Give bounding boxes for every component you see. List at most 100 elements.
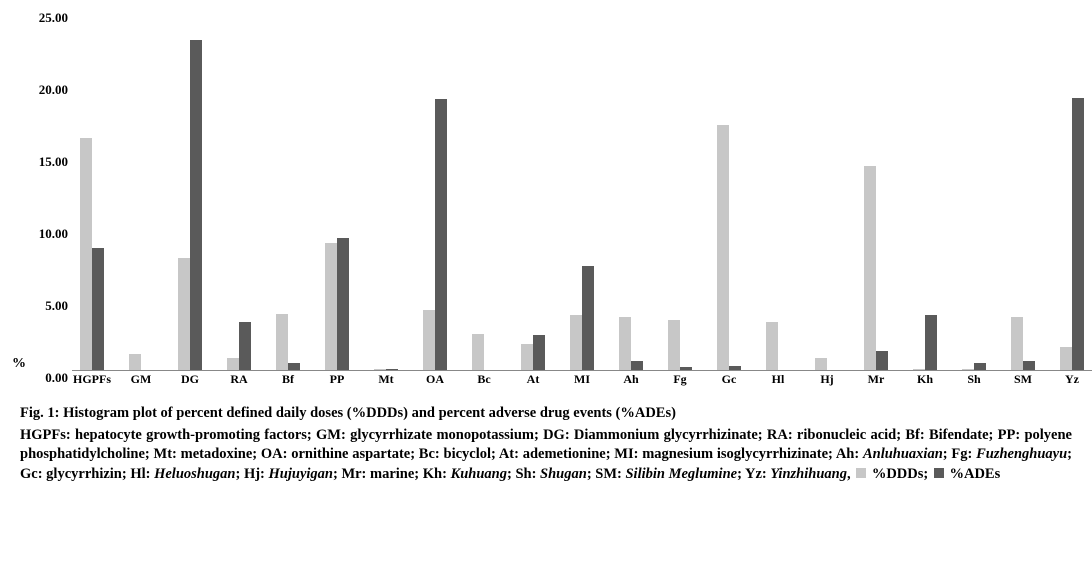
bar-ddd <box>570 315 582 370</box>
x-tick-label: MI <box>574 372 590 387</box>
bar-ade <box>631 361 643 370</box>
bar-group <box>227 322 251 370</box>
chart-area: 0.005.0010.0015.0020.0025.00 HGPFsGMDGRA… <box>72 10 1092 370</box>
y-tick-label: 15.00 <box>20 154 68 170</box>
bar-ddd <box>668 320 680 370</box>
bar-ddd <box>521 344 533 370</box>
x-tick-label: PP <box>330 372 345 387</box>
defs-sh: Shugan <box>540 466 587 482</box>
caption-title: Fig. 1: Histogram plot of percent define… <box>20 404 1072 424</box>
bar-group <box>815 358 839 370</box>
bar-group <box>570 266 594 370</box>
y-tick-label: 25.00 <box>20 10 68 26</box>
defs-fg-pre: ; Fg: <box>943 446 976 462</box>
bar-ddd <box>913 369 925 370</box>
x-tick-label: Sh <box>967 372 980 387</box>
x-tick-label: RA <box>230 372 247 387</box>
x-tick-label: Hj <box>820 372 833 387</box>
bar-ddd <box>1060 347 1072 370</box>
legend-label-ddd: %DDDs; <box>868 466 932 482</box>
bar-group <box>325 238 349 370</box>
defs-hl: Heluoshugan <box>154 466 235 482</box>
y-ticks: 0.005.0010.0015.0020.0025.00 <box>20 10 68 370</box>
x-tick-label: Kh <box>917 372 933 387</box>
bar-ddd <box>80 138 92 370</box>
bar-ade <box>190 40 202 370</box>
x-tick-label: GM <box>131 372 152 387</box>
defs-yz: Yinzhihuang <box>770 466 847 482</box>
bar-ddd <box>423 310 435 370</box>
bar-ddd <box>374 369 386 370</box>
defs-sm-pre: ; SM: <box>587 466 626 482</box>
plot <box>72 10 1092 371</box>
bar-group <box>766 322 790 370</box>
page: % 0.005.0010.0015.0020.0025.00 HGPFsGMDG… <box>0 0 1092 577</box>
bar-ddd <box>815 358 827 370</box>
y-tick-label: 10.00 <box>20 226 68 242</box>
bar-ade <box>729 366 741 370</box>
bar-ddd <box>766 322 778 370</box>
bar-group <box>913 315 937 370</box>
legend-swatch-ade <box>934 468 944 478</box>
defs-fg: Fuzhenghuayu <box>976 446 1067 462</box>
bar-ade <box>435 99 447 370</box>
bar-ddd <box>325 243 337 370</box>
x-tick-label: Fg <box>673 372 686 387</box>
bar-ade <box>239 322 251 370</box>
bar-ade <box>92 248 104 370</box>
bar-ddd <box>962 369 974 370</box>
x-tick-label: DG <box>181 372 199 387</box>
bar-group <box>1011 317 1035 370</box>
bar-ddd <box>619 317 631 370</box>
x-tick-label: Hl <box>772 372 785 387</box>
bar-ddd <box>1011 317 1023 370</box>
y-tick-label: 5.00 <box>20 298 68 314</box>
bar-ddd <box>178 258 190 370</box>
bar-ddd <box>129 354 141 370</box>
defs-ah: Anluhuaxian <box>863 446 943 462</box>
bar-group <box>178 40 202 370</box>
bar-ddd <box>472 334 484 370</box>
bar-ade <box>1072 98 1084 370</box>
x-tick-label: Bf <box>282 372 294 387</box>
bar-group <box>423 99 447 370</box>
legend-swatch-ddd <box>856 468 866 478</box>
defs-sm: Silibin Meglumine <box>625 466 737 482</box>
bar-group <box>1060 98 1084 370</box>
defs-sh-pre: ; Sh: <box>507 466 540 482</box>
bar-ddd <box>864 166 876 370</box>
bar-ade <box>1023 361 1035 370</box>
bar-ade <box>876 351 888 370</box>
bar-ddd <box>227 358 239 370</box>
bar-ddd <box>717 125 729 370</box>
figure-caption: Fig. 1: Histogram plot of percent define… <box>20 404 1072 484</box>
bar-ade <box>582 266 594 370</box>
defs-kh: Kuhuang <box>451 466 507 482</box>
bar-ddd <box>276 314 288 370</box>
bar-group <box>521 335 545 370</box>
bar-group <box>80 138 104 370</box>
x-tick-label: Ah <box>623 372 638 387</box>
x-tick-label: SM <box>1014 372 1032 387</box>
x-tick-label: HGPFs <box>73 372 111 387</box>
bar-group <box>374 369 398 370</box>
x-tick-label: Bc <box>477 372 490 387</box>
x-tick-label: Mt <box>378 372 393 387</box>
bar-ade <box>974 363 986 370</box>
bar-group <box>962 363 986 370</box>
bar-group <box>619 317 643 370</box>
defs-mr-pre: ; Mr: marine; Kh: <box>333 466 451 482</box>
bar-ade <box>925 315 937 370</box>
bar-group <box>717 125 741 370</box>
bar-ade <box>680 367 692 370</box>
bar-ade <box>288 363 300 370</box>
bar-group <box>472 334 496 370</box>
bar-group <box>129 354 153 370</box>
x-tick-label: At <box>527 372 540 387</box>
defs-hj-pre: ; Hj: <box>236 466 269 482</box>
x-tick-label: Mr <box>868 372 885 387</box>
x-tick-label: Yz <box>1065 372 1079 387</box>
bar-ade <box>337 238 349 370</box>
y-tick-label: 0.00 <box>20 370 68 386</box>
x-tick-label: OA <box>426 372 444 387</box>
